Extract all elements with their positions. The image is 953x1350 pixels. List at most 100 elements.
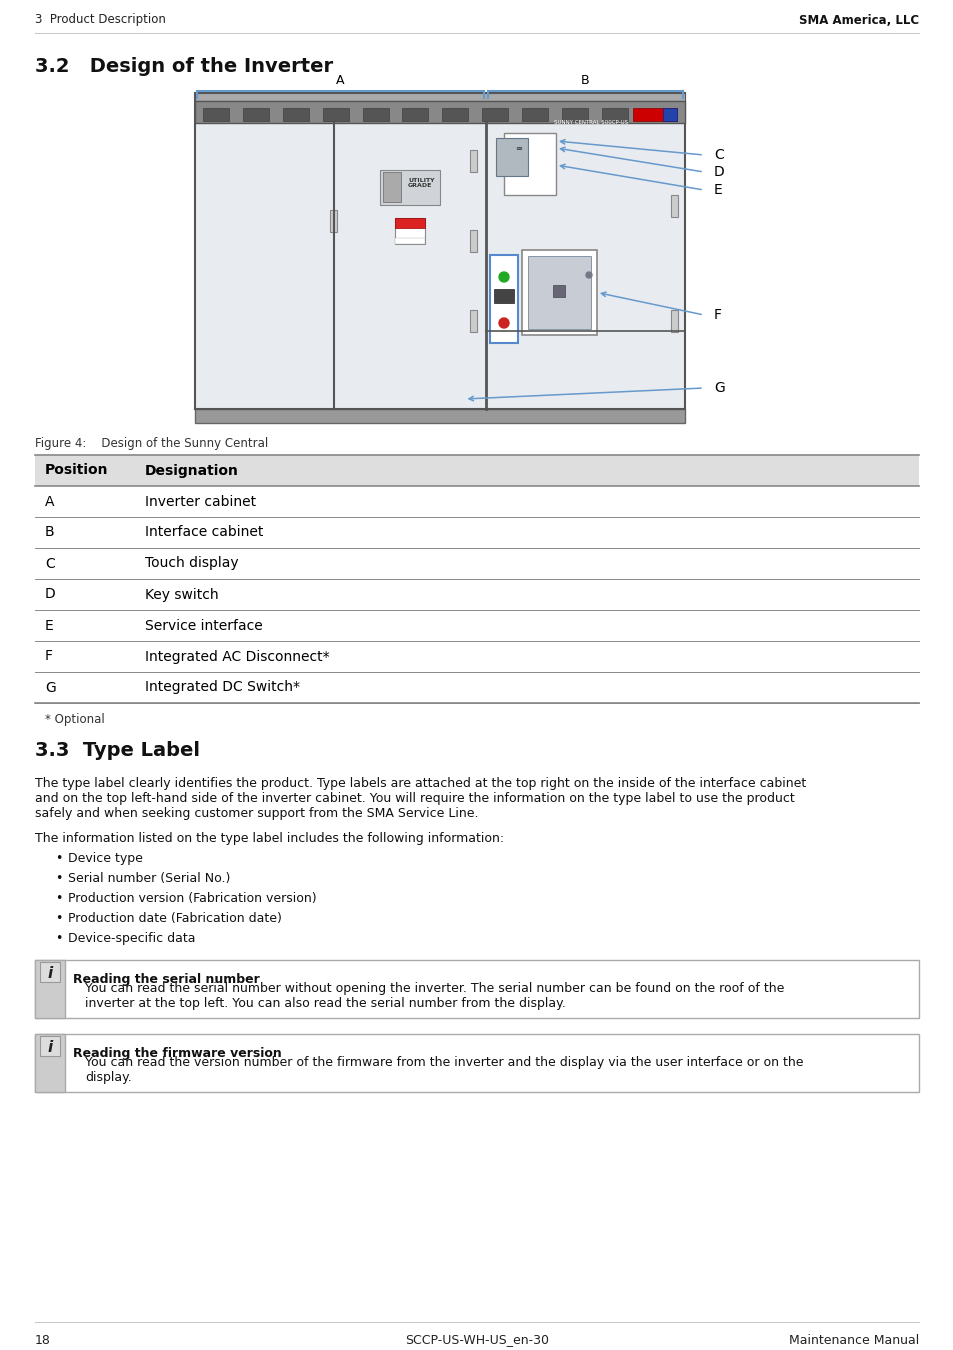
- Text: The type label clearly identifies the product. Type labels are attached at the t: The type label clearly identifies the pr…: [35, 778, 805, 790]
- Bar: [330, 211, 336, 232]
- Text: Maintenance Manual: Maintenance Manual: [788, 1334, 918, 1346]
- Text: 18: 18: [35, 1334, 51, 1346]
- Text: E: E: [45, 618, 53, 633]
- Text: SCCP-US-WH-US_en-30: SCCP-US-WH-US_en-30: [405, 1334, 548, 1346]
- Text: i: i: [48, 965, 52, 980]
- Bar: [35, 1034, 918, 1092]
- Bar: [521, 250, 597, 335]
- Bar: [521, 108, 548, 122]
- Text: inverter at the top left. You can also read the serial number from the display.: inverter at the top left. You can also r…: [85, 998, 565, 1010]
- Bar: [561, 108, 587, 122]
- Bar: [194, 93, 684, 101]
- Bar: [442, 108, 468, 122]
- Text: Production date (Fabrication date): Production date (Fabrication date): [68, 913, 281, 925]
- Bar: [35, 486, 918, 517]
- Bar: [362, 108, 388, 122]
- Text: You can read the serial number without opening the inverter. The serial number c: You can read the serial number without o…: [85, 981, 783, 995]
- Bar: [35, 548, 918, 579]
- Text: Production version (Fabrication version): Production version (Fabrication version): [68, 892, 316, 904]
- Circle shape: [585, 271, 592, 278]
- Text: G: G: [45, 680, 55, 694]
- Bar: [601, 108, 627, 122]
- Text: You can read the version number of the firmware from the inverter and the displa: You can read the version number of the f…: [85, 1056, 802, 1069]
- Text: and on the top left-hand side of the inverter cabinet. You will require the info: and on the top left-hand side of the inv…: [35, 792, 794, 805]
- Bar: [322, 108, 349, 122]
- Text: B: B: [45, 525, 54, 540]
- Text: 3.2   Design of the Inverter: 3.2 Design of the Inverter: [35, 58, 333, 77]
- Circle shape: [498, 271, 509, 282]
- Text: •: •: [55, 852, 62, 865]
- Bar: [470, 150, 476, 171]
- Bar: [35, 1034, 65, 1092]
- Text: * Optional: * Optional: [45, 713, 105, 725]
- Bar: [494, 289, 514, 302]
- Bar: [670, 310, 678, 332]
- Text: Integrated AC Disconnect*: Integrated AC Disconnect*: [145, 649, 330, 663]
- Text: Position: Position: [45, 463, 109, 478]
- Text: display.: display.: [85, 1071, 132, 1084]
- Bar: [194, 409, 684, 423]
- Bar: [194, 101, 684, 123]
- Text: SUNNY CENTRAL 500CP-US: SUNNY CENTRAL 500CP-US: [554, 120, 627, 124]
- Text: Touch display: Touch display: [145, 556, 238, 571]
- Bar: [35, 960, 65, 1018]
- Text: Serial number (Serial No.): Serial number (Serial No.): [68, 872, 230, 886]
- Text: Inverter cabinet: Inverter cabinet: [145, 494, 255, 509]
- Text: C: C: [45, 556, 54, 571]
- Text: Interface cabinet: Interface cabinet: [145, 525, 263, 540]
- Bar: [35, 960, 918, 1018]
- Text: E: E: [713, 184, 722, 197]
- Bar: [470, 230, 476, 252]
- Text: Key switch: Key switch: [145, 587, 218, 602]
- Text: i: i: [48, 1040, 52, 1054]
- Text: SMA America, LLC: SMA America, LLC: [798, 14, 918, 27]
- Bar: [395, 217, 424, 244]
- Bar: [35, 610, 918, 641]
- Bar: [379, 170, 439, 205]
- Bar: [40, 1035, 60, 1056]
- Text: F: F: [713, 308, 721, 323]
- Text: Device type: Device type: [68, 852, 143, 865]
- Bar: [662, 108, 677, 122]
- Text: •: •: [55, 872, 62, 886]
- Text: Reading the firmware version: Reading the firmware version: [73, 1048, 281, 1060]
- Text: ≡: ≡: [515, 143, 522, 153]
- Bar: [395, 238, 424, 244]
- Text: B: B: [580, 74, 589, 88]
- Text: The information listed on the type label includes the following information:: The information listed on the type label…: [35, 832, 503, 845]
- Text: Device-specific data: Device-specific data: [68, 931, 195, 945]
- Text: Integrated DC Switch*: Integrated DC Switch*: [145, 680, 299, 694]
- Bar: [503, 134, 556, 194]
- Text: F: F: [45, 649, 53, 663]
- Bar: [282, 108, 309, 122]
- Text: safely and when seeking customer support from the SMA Service Line.: safely and when seeking customer support…: [35, 807, 478, 819]
- Text: Reading the serial number: Reading the serial number: [73, 973, 259, 985]
- Bar: [395, 217, 424, 228]
- Text: Service interface: Service interface: [145, 618, 262, 633]
- Bar: [470, 310, 476, 332]
- Bar: [670, 194, 678, 217]
- Bar: [243, 108, 269, 122]
- Text: C: C: [713, 148, 723, 162]
- Bar: [402, 108, 428, 122]
- Text: •: •: [55, 913, 62, 925]
- Circle shape: [498, 319, 509, 328]
- Text: D: D: [45, 587, 55, 602]
- Bar: [40, 963, 60, 981]
- Text: G: G: [713, 381, 724, 396]
- Bar: [194, 93, 684, 409]
- Bar: [35, 517, 918, 548]
- Text: A: A: [45, 494, 54, 509]
- Text: UTILITY
GRADE: UTILITY GRADE: [408, 178, 435, 189]
- Text: 3.3  Type Label: 3.3 Type Label: [35, 741, 200, 760]
- Bar: [35, 579, 918, 610]
- Bar: [203, 108, 229, 122]
- Text: 3  Product Description: 3 Product Description: [35, 14, 166, 27]
- Bar: [512, 140, 525, 155]
- Bar: [35, 455, 918, 486]
- Bar: [490, 255, 517, 343]
- Text: Designation: Designation: [145, 463, 238, 478]
- Bar: [527, 256, 590, 329]
- Text: •: •: [55, 931, 62, 945]
- Text: Figure 4:    Design of the Sunny Central: Figure 4: Design of the Sunny Central: [35, 437, 268, 450]
